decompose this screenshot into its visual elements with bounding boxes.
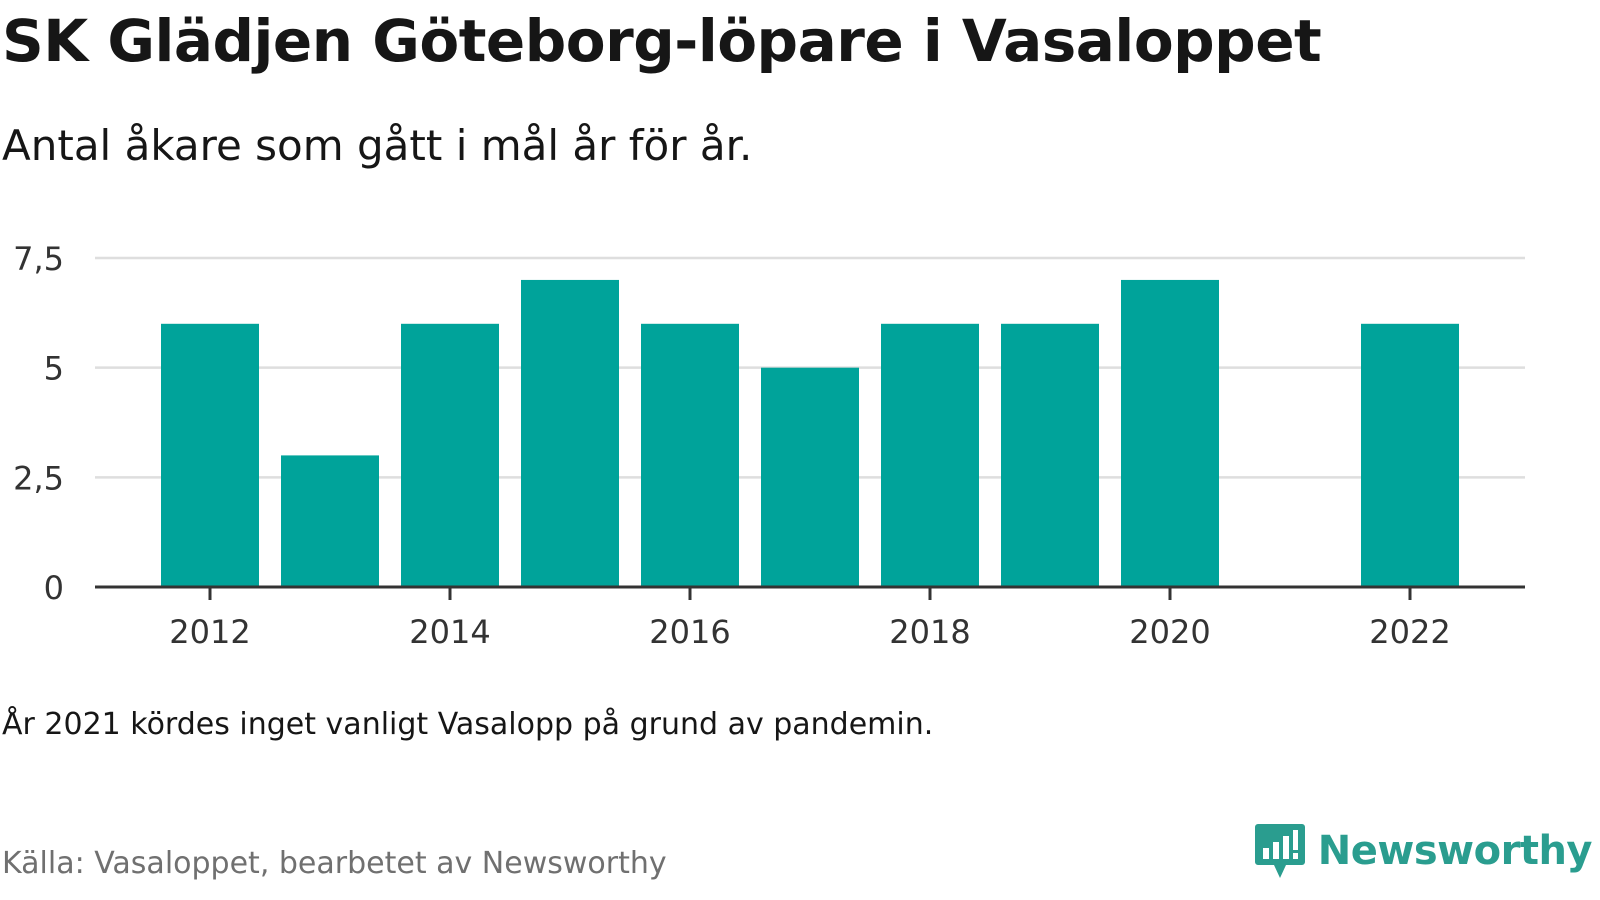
bar-2019 — [1001, 323, 1099, 587]
y-tick-labels: 0 2,5 5 7,5 — [13, 240, 64, 607]
bar-2015 — [521, 279, 619, 587]
y-tick-label: 7,5 — [13, 240, 64, 278]
bars — [161, 279, 1459, 587]
y-tick-label: 2,5 — [13, 459, 64, 497]
bar-2016 — [641, 323, 739, 587]
x-tick-label: 2014 — [409, 613, 490, 651]
newsworthy-bar-chart-logo-icon — [1254, 824, 1305, 878]
bar-2014 — [401, 323, 499, 587]
bar-chart: 0 2,5 5 7,5 2012 2014 2016 2018 2020 2022 — [13, 240, 1525, 651]
bar-2022 — [1361, 323, 1459, 587]
brand-name: Newsworthy — [1317, 828, 1593, 874]
bar-2020 — [1121, 279, 1219, 587]
brand-logo: Newsworthy — [1254, 822, 1593, 880]
source-credit: Källa: Vasaloppet, bearbetet av Newswort… — [2, 846, 667, 881]
axes — [95, 585, 1525, 600]
x-tick-label: 2020 — [1129, 613, 1210, 651]
chart-subtitle: Antal åkare som gått i mål år för år. — [2, 121, 753, 170]
chart-title: SK Glädjen Göteborg-löpare i Vasaloppet — [2, 7, 1322, 75]
x-tick-label: 2022 — [1369, 613, 1450, 651]
bar-2018 — [881, 323, 979, 587]
x-tick-labels: 2012 2014 2016 2018 2020 2022 — [169, 613, 1450, 651]
chart-note: År 2021 kördes inget vanligt Vasalopp på… — [2, 707, 934, 742]
bar-2013 — [281, 455, 379, 587]
x-tick-label: 2012 — [169, 613, 250, 651]
x-tick-label: 2016 — [649, 613, 730, 651]
bar-2012 — [161, 323, 259, 587]
y-tick-label: 0 — [44, 569, 64, 607]
bar-2017 — [761, 367, 859, 587]
y-tick-label: 5 — [44, 350, 64, 388]
x-tick-label: 2018 — [889, 613, 970, 651]
